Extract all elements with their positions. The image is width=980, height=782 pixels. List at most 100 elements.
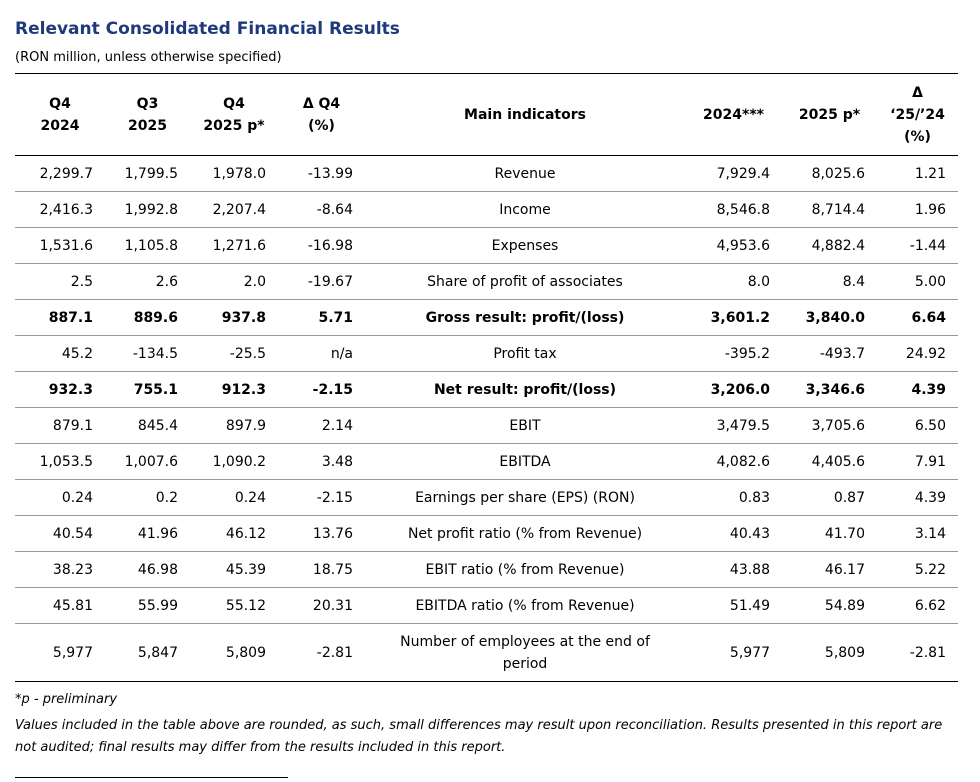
header-line: Δ Q4 — [302, 95, 341, 112]
cell-value: 45.39 — [190, 551, 278, 588]
cell-value: 1,992.8 — [105, 191, 190, 228]
column-header: Q4 2024 — [15, 73, 105, 156]
cell-value: 5,977 — [15, 623, 105, 682]
header-line: 2025 p* — [203, 117, 265, 134]
cell-value: -2.81 — [278, 623, 365, 682]
cell-value: 2.5 — [15, 263, 105, 300]
indicator-name: EBITDA — [365, 443, 685, 480]
footnote: *p - preliminary — [15, 692, 118, 707]
cell-value: 0.24 — [15, 479, 105, 516]
cell-value: 912.3 — [190, 371, 278, 408]
table-row: 45.2 -134.5 -25.5 n/a Profit tax -395.2 -493.7… — [15, 335, 958, 372]
column-header: Q3 2025 — [105, 73, 190, 156]
cell-value: 5.71 — [278, 299, 365, 336]
cell-value: 43.88 — [685, 551, 782, 588]
table-row: 2.5 2.6 2.0 -19.67 Share of profit of associ… — [15, 263, 958, 300]
cell-value: 8.4 — [782, 263, 877, 300]
cell-value: -493.7 — [782, 335, 877, 372]
cell-value: 4.39 — [877, 479, 958, 516]
cell-value: 8.0 — [685, 263, 782, 300]
cell-value: -1.44 — [877, 227, 958, 264]
cell-value: 889.6 — [105, 299, 190, 336]
cell-value: 6.64 — [877, 299, 958, 336]
cell-value: 4,882.4 — [782, 227, 877, 264]
cell-value: 18.75 — [278, 551, 365, 588]
table-row: 1,531.6 1,105.8 1,271.6 -16.98 Expenses 4,953… — [15, 227, 958, 264]
column-header: 2025 p* — [782, 73, 877, 156]
cell-value: 5,809 — [190, 623, 278, 682]
cell-value: 46.98 — [105, 551, 190, 588]
cell-value: 5,977 — [685, 623, 782, 682]
table-row: 932.3 755.1 912.3 -2.15 Net result: profit/(… — [15, 371, 958, 408]
cell-value: 55.12 — [190, 587, 278, 624]
cell-value: 0.24 — [190, 479, 278, 516]
indicator-name: Expenses — [365, 227, 685, 264]
cell-value: 40.54 — [15, 515, 105, 552]
cell-value: 7,929.4 — [685, 155, 782, 192]
cell-value: 38.23 — [15, 551, 105, 588]
cell-value: 1,799.5 — [105, 155, 190, 192]
cell-value: 1,978.0 — [190, 155, 278, 192]
cell-value: 1,007.6 — [105, 443, 190, 480]
cell-value: 5.00 — [877, 263, 958, 300]
cell-value: 845.4 — [105, 407, 190, 444]
table-row: 879.1 845.4 897.9 2.14 EBIT 3,479.5 3,705.6 6.5… — [15, 407, 958, 444]
header-line: Q4 — [49, 95, 71, 112]
cell-value: 1,053.5 — [15, 443, 105, 480]
table-body: 2,299.7 1,799.5 1,978.0 -13.99 Revenue 7,929.… — [15, 155, 958, 682]
indicator-name: EBIT — [365, 407, 685, 444]
cell-value: 3,206.0 — [685, 371, 782, 408]
header-line: 2025 — [128, 117, 167, 134]
indicator-name: Income — [365, 191, 685, 228]
table-header: Q4 2024 Q3 2025 Q4 2025 p* Δ Q4 (%) Main indicat… — [15, 73, 958, 156]
cell-value: 755.1 — [105, 371, 190, 408]
cell-value: 13.76 — [278, 515, 365, 552]
header-line: 2024 — [40, 117, 80, 134]
cell-value: 3.14 — [877, 515, 958, 552]
footnotes: *p - preliminary Values included in the t… — [15, 689, 945, 763]
table-row: 2,416.3 1,992.8 2,207.4 -8.64 Income 8,546.8 8… — [15, 191, 958, 228]
column-header: Q4 2025 p* — [190, 73, 278, 156]
subtitle: (RON million, unless otherwise specified… — [15, 50, 282, 65]
cell-value: 8,025.6 — [782, 155, 877, 192]
cell-value: 46.12 — [190, 515, 278, 552]
cell-value: 40.43 — [685, 515, 782, 552]
cell-value: 932.3 — [15, 371, 105, 408]
indicator-name: Gross result: profit/(loss) — [365, 299, 685, 336]
header-line: (%) — [904, 128, 931, 145]
table-row: 38.23 46.98 45.39 18.75 EBIT ratio (% from R… — [15, 551, 958, 588]
cell-value: 41.96 — [105, 515, 190, 552]
column-header: Main indicators — [365, 73, 685, 156]
cell-value: -19.67 — [278, 263, 365, 300]
indicator-name: Profit tax — [365, 335, 685, 372]
header-line: Main indicators — [464, 106, 586, 123]
indicator-name: EBITDA ratio (% from Revenue) — [365, 587, 685, 624]
cell-value: 1.21 — [877, 155, 958, 192]
cell-value: 2,299.7 — [15, 155, 105, 192]
cell-value: 1,105.8 — [105, 227, 190, 264]
header-row: Q4 2024 Q3 2025 Q4 2025 p* Δ Q4 (%) Main indicat… — [15, 73, 958, 156]
table-row: 2,299.7 1,799.5 1,978.0 -13.99 Revenue 7,929.… — [15, 155, 958, 192]
cell-value: -16.98 — [278, 227, 365, 264]
column-header: Δ ‘25/’24 (%) — [877, 73, 958, 156]
cell-value: 0.2 — [105, 479, 190, 516]
cell-value: -2.15 — [278, 479, 365, 516]
cell-value: 7.91 — [877, 443, 958, 480]
cell-value: 51.49 — [685, 587, 782, 624]
cell-value: 2,416.3 — [15, 191, 105, 228]
cell-value: -13.99 — [278, 155, 365, 192]
cell-value: -25.5 — [190, 335, 278, 372]
cell-value: -8.64 — [278, 191, 365, 228]
cell-value: 2,207.4 — [190, 191, 278, 228]
cell-value: 937.8 — [190, 299, 278, 336]
cell-value: 2.0 — [190, 263, 278, 300]
cell-value: 3.48 — [278, 443, 365, 480]
cell-value: n/a — [278, 335, 365, 372]
cell-value: -2.81 — [877, 623, 958, 682]
cell-value: 24.92 — [877, 335, 958, 372]
cell-value: 3,840.0 — [782, 299, 877, 336]
cell-value: -395.2 — [685, 335, 782, 372]
cell-value: 41.70 — [782, 515, 877, 552]
indicator-name: Share of profit of associates — [365, 263, 685, 300]
